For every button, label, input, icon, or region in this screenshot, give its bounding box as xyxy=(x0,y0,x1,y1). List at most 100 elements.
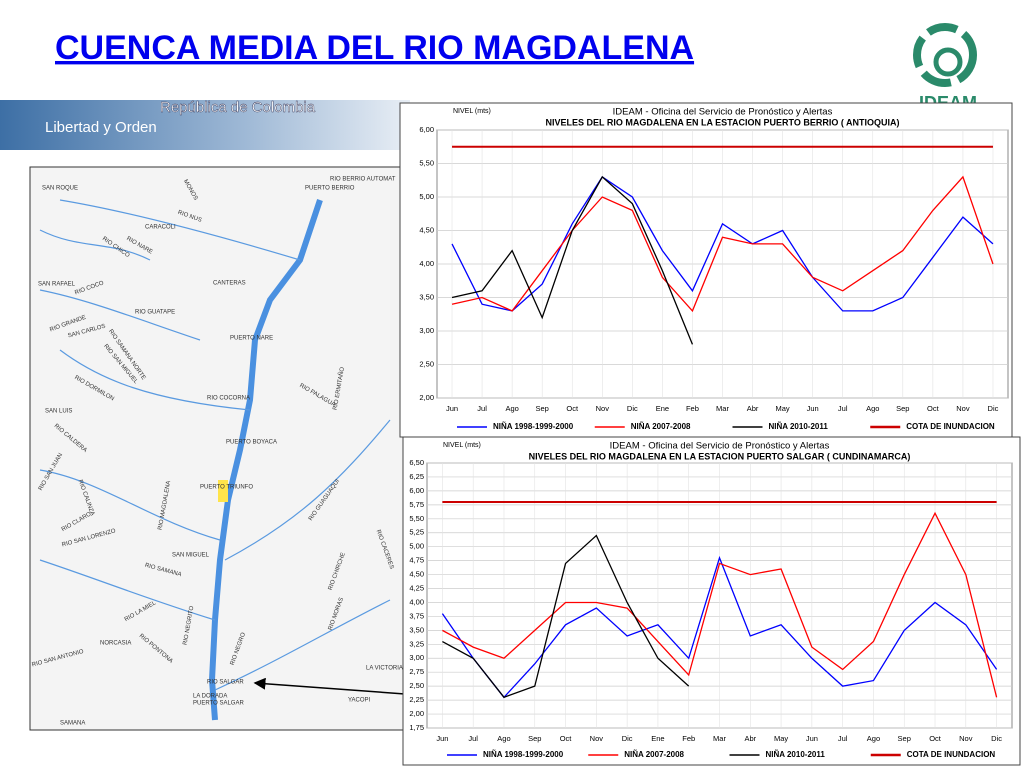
x-tick-label: Mar xyxy=(716,404,729,413)
x-tick-label: Abr xyxy=(744,734,756,743)
chart-subtitle: NIVELES DEL RIO MAGDALENA EN LA ESTACION… xyxy=(545,117,899,127)
map-frame xyxy=(29,166,406,731)
series-line xyxy=(442,511,998,698)
chart-subtitle: NIVELES DEL RIO MAGDALENA EN LA ESTACION… xyxy=(529,451,911,461)
y-tick-label: 3,50 xyxy=(419,292,434,301)
y-tick-label: 5,00 xyxy=(419,192,434,201)
series-line xyxy=(451,175,994,313)
x-tick-label: May xyxy=(776,404,790,413)
y-tick-label: 1,75 xyxy=(409,723,424,732)
x-tick-label: Ago xyxy=(866,404,879,413)
x-tick-label: Nov xyxy=(956,404,970,413)
map-label: SAN LUIS xyxy=(45,409,72,415)
series-line xyxy=(442,534,690,699)
legend-label: NIÑA 1998-1999-2000 xyxy=(483,750,564,759)
x-tick-label: Nov xyxy=(596,404,610,413)
map-label: RIO BERRIO AUTOMAT xyxy=(330,177,396,183)
series-line xyxy=(451,175,994,312)
x-tick-label: Dic xyxy=(622,734,633,743)
series-line xyxy=(451,175,694,345)
y-tick-label: 4,25 xyxy=(409,584,424,593)
x-tick-label: Sep xyxy=(536,404,549,413)
x-tick-label: Feb xyxy=(686,404,699,413)
x-tick-label: Oct xyxy=(560,734,573,743)
map-label: CANTERAS xyxy=(213,281,246,287)
legend-label: NIÑA 2010-2011 xyxy=(766,750,826,759)
reservoir xyxy=(218,480,228,502)
chart: IDEAM - Oficina del Servicio de Pronósti… xyxy=(402,436,1021,766)
map-label: RIO GUATAPE xyxy=(135,310,175,316)
x-tick-label: May xyxy=(774,734,788,743)
map-label: PUERTO TRIUNFO xyxy=(200,485,253,491)
x-tick-label: Dic xyxy=(988,404,999,413)
map-label: SAN ROQUE xyxy=(42,186,78,192)
legend-label: NIÑA 2007-2008 xyxy=(631,422,691,431)
legend-label: COTA DE INUNDACION xyxy=(907,750,996,759)
map-label: PUERTO NARE xyxy=(230,336,273,342)
x-tick-label: Jun xyxy=(806,734,818,743)
legend-label: NIÑA 2010-2011 xyxy=(769,422,829,431)
x-tick-label: Sep xyxy=(528,734,541,743)
x-tick-label: Nov xyxy=(959,734,973,743)
y-tick-label: 2,00 xyxy=(419,393,434,402)
map-label: SAN RAFAEL xyxy=(38,282,76,288)
y-tick-label: 6,00 xyxy=(409,486,424,495)
y-tick-label: 2,00 xyxy=(409,709,424,718)
y-tick-label: 4,75 xyxy=(409,556,424,565)
x-tick-label: Jul xyxy=(838,734,848,743)
y-axis-label: NIVEL (mts) xyxy=(453,108,491,115)
y-tick-label: 6,00 xyxy=(419,125,434,134)
map-label: CARACOLI xyxy=(145,225,176,231)
legend-label: NIÑA 2007-2008 xyxy=(624,750,684,759)
x-tick-label: Jul xyxy=(477,404,487,413)
map-label: YACOPI xyxy=(348,698,371,704)
x-tick-label: Jun xyxy=(446,404,458,413)
y-tick-label: 3,75 xyxy=(409,611,424,620)
map-label: RIO COCORNA xyxy=(207,396,250,402)
map-label: PUERTO SALGAR xyxy=(193,701,244,707)
slide-title: CUENCA MEDIA DEL RIO MAGDALENA xyxy=(55,29,694,67)
y-tick-label: 6,25 xyxy=(409,472,424,481)
y-tick-label: 3,25 xyxy=(409,639,424,648)
x-tick-label: Jun xyxy=(807,404,819,413)
y-tick-label: 6,50 xyxy=(409,458,424,467)
river-magdalena xyxy=(208,199,323,721)
map-label: SAN MIGUEL xyxy=(172,553,210,559)
rivers xyxy=(39,199,391,691)
x-tick-label: Jul xyxy=(468,734,478,743)
map-label: NORCASIA xyxy=(100,641,131,647)
x-tick-label: Sep xyxy=(898,734,911,743)
map-label: RIO SALGAR xyxy=(207,680,244,686)
x-tick-label: Mar xyxy=(713,734,726,743)
x-tick-label: Jul xyxy=(838,404,848,413)
x-tick-label: Nov xyxy=(590,734,604,743)
y-tick-label: 5,50 xyxy=(409,514,424,523)
x-tick-label: Dic xyxy=(991,734,1002,743)
country: República de Colombia xyxy=(160,99,316,116)
y-tick-label: 2,50 xyxy=(419,359,434,368)
y-tick-label: 4,00 xyxy=(419,259,434,268)
x-tick-label: Ago xyxy=(867,734,880,743)
y-tick-label: 5,00 xyxy=(409,542,424,551)
motto: Libertad y Orden xyxy=(45,119,157,136)
x-tick-label: Dic xyxy=(627,404,638,413)
y-tick-label: 2,25 xyxy=(409,695,424,704)
series-line xyxy=(441,555,998,699)
chart-title: IDEAM - Oficina del Servicio de Pronósti… xyxy=(610,441,830,452)
x-tick-label: Ago xyxy=(497,734,510,743)
map-label: SAMANA xyxy=(60,721,85,727)
y-tick-label: 5,75 xyxy=(409,500,424,509)
y-tick-label: 4,00 xyxy=(409,597,424,606)
map-label: PUERTO BERRIO xyxy=(305,186,355,192)
legend-label: NIÑA 1998-1999-2000 xyxy=(493,422,574,431)
y-tick-label: 4,50 xyxy=(419,225,434,234)
y-axis-label: NIVEL (mts) xyxy=(443,442,481,449)
chart-title: IDEAM - Oficina del Servicio de Pronósti… xyxy=(613,107,833,118)
x-tick-label: Oct xyxy=(927,404,940,413)
y-tick-label: 5,50 xyxy=(419,158,434,167)
x-tick-label: Feb xyxy=(682,734,695,743)
logo: IDEAM xyxy=(913,23,977,113)
y-tick-label: 2,50 xyxy=(409,681,424,690)
x-tick-label: Ene xyxy=(651,734,664,743)
